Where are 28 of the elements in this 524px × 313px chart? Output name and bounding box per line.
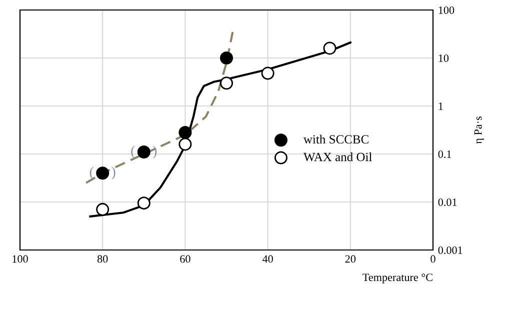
point bbox=[261, 66, 274, 80]
legend-label: with SCCBC bbox=[303, 134, 368, 144]
x-tick-label: 0 bbox=[430, 255, 436, 263]
point bbox=[178, 138, 192, 151]
y-tick-label: 0.1 bbox=[438, 150, 452, 158]
x-tick-label: 100 bbox=[12, 255, 28, 263]
y-tick-label: 10 bbox=[438, 54, 449, 62]
y-tick-label: 0.01 bbox=[438, 198, 457, 206]
point bbox=[96, 166, 110, 180]
x-tick-label: 60 bbox=[180, 255, 190, 263]
point bbox=[96, 202, 110, 216]
x-tick-label: 80 bbox=[97, 255, 108, 263]
y-axis-title: η Pa·s bbox=[474, 116, 484, 144]
point bbox=[220, 51, 234, 65]
annotation: ( ) bbox=[90, 166, 116, 180]
point bbox=[220, 76, 234, 90]
y-tick-label: 100 bbox=[438, 6, 454, 14]
y-tick-label: 1 bbox=[438, 102, 443, 110]
point bbox=[137, 196, 150, 210]
legend-label: WAX and Oil bbox=[303, 152, 372, 162]
x-axis-title: Temperature °C bbox=[362, 274, 432, 284]
point bbox=[137, 146, 150, 159]
x-tick-label: 40 bbox=[262, 255, 273, 263]
line-series bbox=[85, 30, 234, 184]
y-tick-label: 0.001 bbox=[438, 246, 462, 254]
point bbox=[323, 42, 336, 55]
x-tick-label: 20 bbox=[345, 255, 356, 263]
point bbox=[178, 126, 192, 140]
